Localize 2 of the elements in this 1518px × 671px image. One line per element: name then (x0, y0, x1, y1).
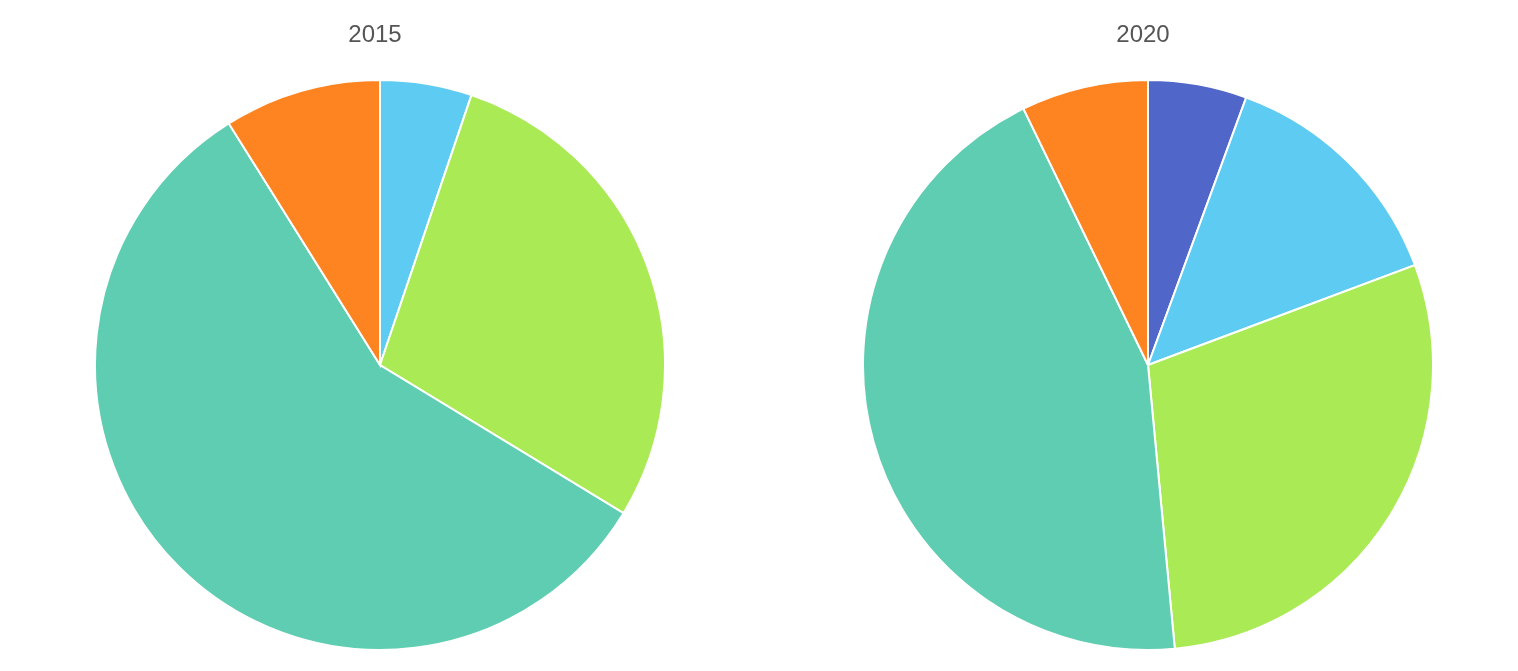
chart-title: 2020 (1116, 20, 1170, 47)
chart-title: 2015 (348, 20, 402, 47)
